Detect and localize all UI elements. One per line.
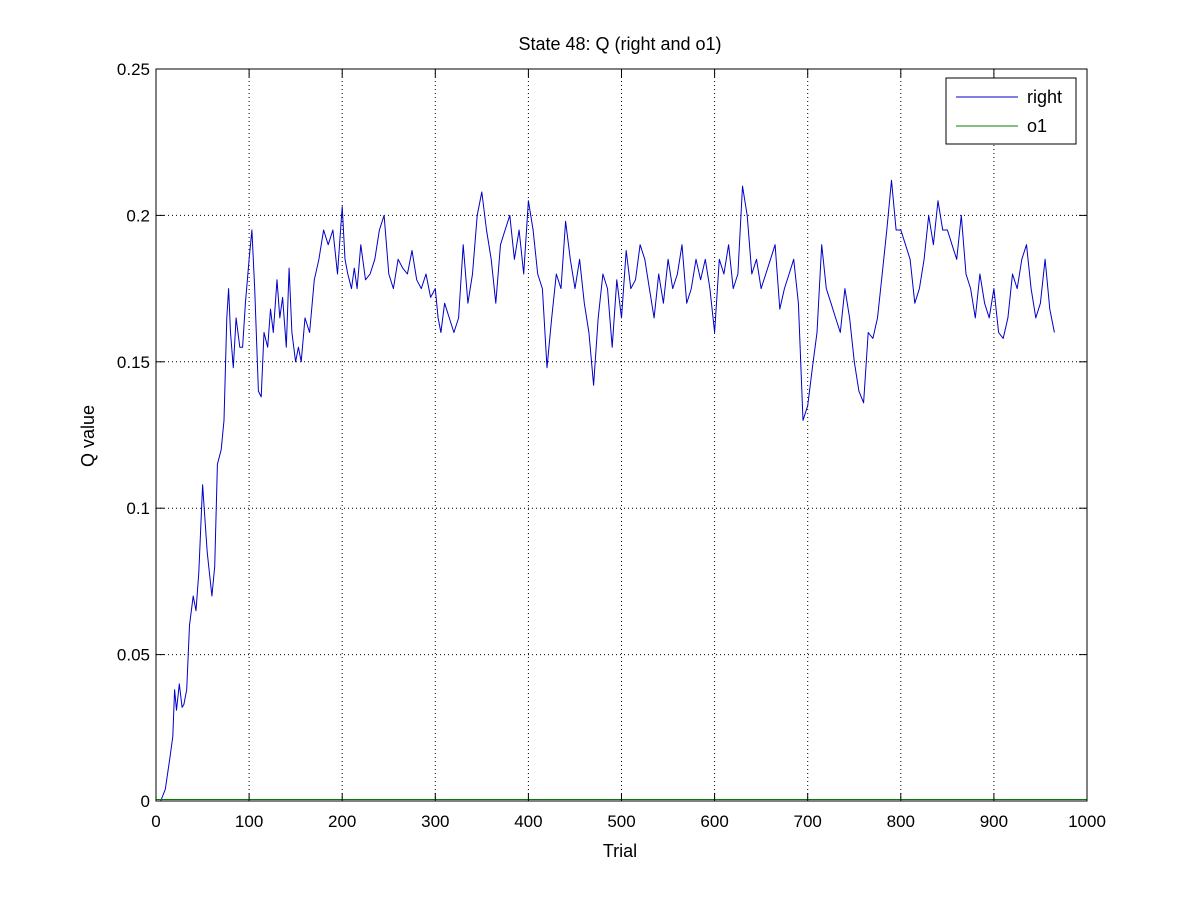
x-tick-label: 500 <box>607 812 635 831</box>
x-tick-label: 600 <box>700 812 728 831</box>
y-tick-label: 0.25 <box>117 60 150 79</box>
y-tick-labels: 0 0.05 0.1 0.15 0.2 0.25 <box>117 60 150 811</box>
y-tick-label: 0.1 <box>126 499 150 518</box>
x-tick-label: 1000 <box>1068 812 1106 831</box>
x-tick-label: 400 <box>514 812 542 831</box>
y-tick-label: 0.05 <box>117 646 150 665</box>
plot-area <box>156 69 1087 801</box>
x-tick-label: 200 <box>328 812 356 831</box>
y-axis-label: Q value <box>78 405 98 467</box>
series-line-right <box>156 179 1055 802</box>
y-tick-label: 0 <box>141 792 150 811</box>
x-tick-label: 800 <box>887 812 915 831</box>
legend: right o1 <box>945 77 1077 145</box>
x-tick-label: 300 <box>421 812 449 831</box>
y-tick-label: 0.2 <box>126 206 150 225</box>
x-axis-label: Trial <box>603 841 637 861</box>
chart-title: State 48: Q (right and o1) <box>518 34 721 54</box>
ticks <box>155 68 1088 802</box>
y-tick-label: 0.15 <box>117 353 150 372</box>
legend-label-o1: o1 <box>1027 116 1047 136</box>
x-tick-label: 700 <box>794 812 822 831</box>
legend-box <box>945 77 1077 145</box>
legend-label-right: right <box>1027 87 1062 107</box>
x-tick-label: 100 <box>235 812 263 831</box>
x-tick-labels: 0 100 200 300 400 500 600 700 800 900 1000 <box>151 812 1106 831</box>
x-tick-label: 900 <box>980 812 1008 831</box>
x-tick-label: 0 <box>151 812 160 831</box>
